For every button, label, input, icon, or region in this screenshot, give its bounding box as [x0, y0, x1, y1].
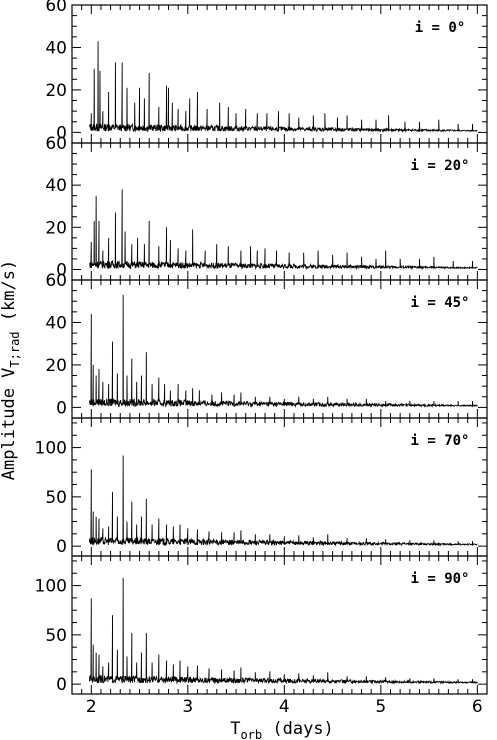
- y-tick-label: 60: [45, 134, 67, 154]
- inclination-label: i = 45°: [410, 295, 469, 311]
- inclination-label: i = 70°: [410, 433, 469, 449]
- y-tick-label: 100: [35, 577, 67, 597]
- y-tick-label: 0: [56, 260, 67, 280]
- y-tick-label: 60: [45, 271, 67, 291]
- series-line: [88, 577, 478, 685]
- y-tick-label: 60: [45, 0, 67, 16]
- y-tick-label: 0: [56, 123, 67, 143]
- y-tick-label: 50: [45, 626, 67, 646]
- y-tick-label: 0: [56, 398, 67, 418]
- series-line: [88, 455, 478, 547]
- y-tick-label: 0: [56, 675, 67, 695]
- series-line: [89, 189, 478, 271]
- y-tick-label: 40: [45, 38, 67, 58]
- y-tick-label: 20: [45, 356, 67, 376]
- inclination-label: i = 90°: [410, 571, 469, 587]
- series-line: [88, 41, 478, 133]
- y-tick-label: 40: [45, 176, 67, 196]
- inclination-label: i = 0°: [415, 20, 466, 36]
- series-line: [88, 294, 478, 408]
- y-tick-label: 50: [45, 488, 67, 508]
- panel-frame: [71, 555, 488, 695]
- x-tick-label: 6: [472, 697, 483, 717]
- x-tick-label: 3: [182, 697, 193, 717]
- inclination-label: i = 20°: [410, 158, 469, 174]
- y-tick-label: 20: [45, 218, 67, 238]
- y-tick-label: 100: [35, 439, 67, 459]
- y-axis-title: Amplitude VT;rad (km/s): [0, 260, 22, 480]
- y-tick-label: 20: [45, 81, 67, 101]
- x-tick-label: 2: [86, 697, 97, 717]
- x-tick-label: 5: [375, 697, 386, 717]
- y-tick-label: 40: [45, 313, 67, 333]
- x-axis-title: Torb (days): [230, 719, 334, 740]
- y-tick-label: 0: [56, 537, 67, 557]
- x-tick-label: 4: [279, 697, 290, 717]
